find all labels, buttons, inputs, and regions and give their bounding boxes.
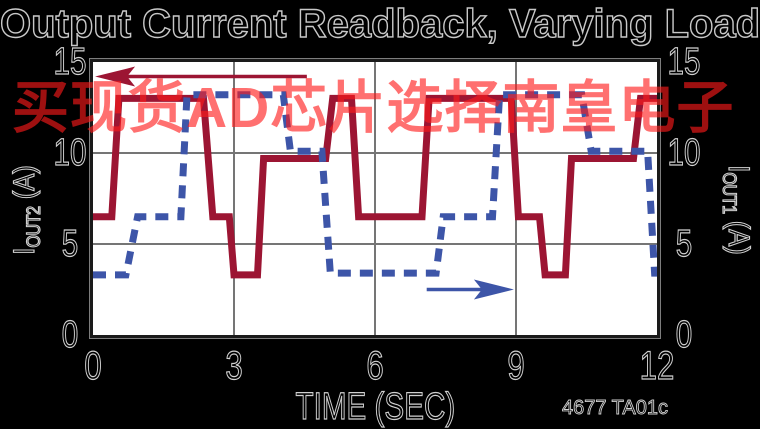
chart-canvas (93, 62, 657, 335)
chart-title: Output Current Readback, Varying Load Pa… (0, 1, 760, 47)
left-tick-10: 10 (49, 132, 91, 174)
right-tick-15: 15 (663, 41, 705, 83)
trace-iout1 (93, 91, 657, 279)
right-axis-label-unit: (A) (721, 213, 755, 255)
x-tick-0-text: 0 (84, 344, 102, 388)
trace-iout2 (93, 94, 657, 279)
x-axis-label: TIME (SEC) (93, 386, 657, 428)
right-axis-label-subscript: OUT1 (717, 172, 739, 214)
x-tick-9: 9 (505, 344, 527, 388)
left-tick-0: 0 (59, 314, 80, 356)
x-tick-3: 3 (223, 344, 245, 388)
left-tick-10-text: 10 (53, 132, 87, 174)
x-tick-9-text: 9 (507, 344, 525, 388)
right-tick-10-text: 10 (667, 132, 701, 174)
right-tick-0: 0 (673, 314, 694, 356)
left-axis-label-unit: (A) (7, 165, 41, 207)
x-tick-12-text: 12 (639, 344, 675, 388)
x-axis-label-text: TIME (SEC) (295, 386, 456, 428)
x-tick-6-text: 6 (366, 344, 384, 388)
left-tick-0-text: 0 (61, 314, 79, 356)
right-tick-10: 10 (663, 132, 705, 174)
x-tick-3-text: 3 (225, 344, 243, 388)
left-axis-label-symbol: I (7, 247, 41, 255)
arrow-head-iout2-left (95, 66, 136, 87)
left-axis-label: IOUT2 (A) (7, 165, 50, 256)
x-tick-0: 0 (82, 344, 104, 388)
left-tick-5-text: 5 (61, 223, 79, 265)
x-tick-6: 6 (364, 344, 386, 388)
right-tick-0-text: 0 (675, 314, 693, 356)
right-tick-5: 5 (673, 223, 694, 265)
left-axis-label-subscript: OUT2 (23, 206, 45, 248)
x-tick-12: 12 (635, 344, 680, 388)
arrow-head-iout1-right (473, 279, 514, 300)
right-axis-label: IOUT1 (A) (713, 165, 755, 256)
left-tick-15: 15 (49, 41, 91, 83)
chart-title-text: Output Current Readback, Varying Load Pa… (0, 1, 760, 46)
left-tick-15-text: 15 (53, 41, 87, 83)
left-tick-5: 5 (59, 223, 80, 265)
plot-area (89, 58, 661, 339)
right-tick-5-text: 5 (675, 223, 693, 265)
right-tick-15-text: 15 (667, 41, 701, 83)
figure-number: 4677 TA01c (561, 397, 669, 419)
